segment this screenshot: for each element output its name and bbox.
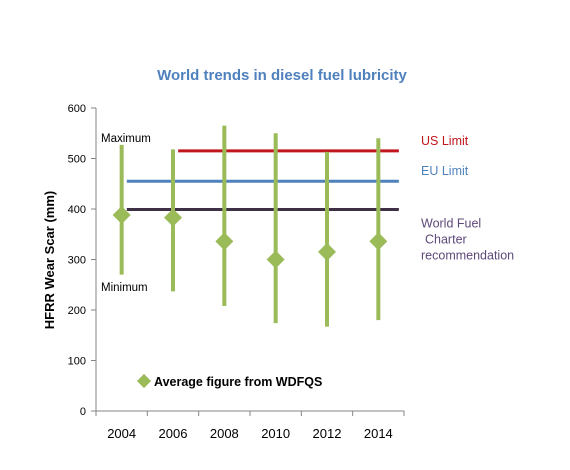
average-marker-4 bbox=[318, 242, 336, 261]
legend-marker bbox=[136, 373, 152, 389]
average-marker-5 bbox=[369, 232, 388, 251]
axes: 0 100 200 300 400 500 600 2004 2006 2008 2010 2012 2… bbox=[68, 103, 405, 441]
x-tick-label-2014: 2014 bbox=[364, 426, 393, 441]
y-tick-label-600: 600 bbox=[68, 103, 86, 115]
average-marker-2 bbox=[215, 232, 234, 251]
limit-lines: US Limit EU Limit World Fuel Charter recomme… bbox=[126, 134, 514, 263]
wfc-label-line-1: Charter bbox=[425, 233, 467, 247]
average-marker-3 bbox=[266, 250, 285, 269]
x-tick-label-2010: 2010 bbox=[261, 426, 290, 441]
legend: Average figure from WDFQS bbox=[136, 373, 322, 389]
maximum-label: Maximum bbox=[101, 133, 151, 145]
wfc-label-line-0: World Fuel bbox=[421, 217, 481, 231]
minimum-label: Minimum bbox=[101, 282, 148, 294]
x-tick-label-2004: 2004 bbox=[107, 426, 136, 441]
y-tick-label-300: 300 bbox=[68, 255, 86, 267]
x-tick-label-2006: 2006 bbox=[159, 426, 188, 441]
y-tick-label-0: 0 bbox=[80, 406, 86, 418]
range-bars bbox=[112, 125, 388, 327]
y-tick-label-400: 400 bbox=[68, 204, 86, 216]
us-limit-label: US Limit bbox=[421, 134, 469, 148]
chart-title: World trends in diesel fuel lubricity bbox=[157, 67, 407, 84]
annotations: Maximum Minimum bbox=[101, 133, 151, 294]
y-axis-label: HFRR Wear Scar (mm) bbox=[42, 191, 57, 329]
x-tick-label-2008: 2008 bbox=[210, 426, 239, 441]
y-tick-label-200: 200 bbox=[68, 305, 86, 317]
x-tick-label-2012: 2012 bbox=[313, 426, 342, 441]
eu-limit-label: EU Limit bbox=[421, 164, 469, 178]
average-marker-1 bbox=[164, 208, 182, 227]
y-tick-label-500: 500 bbox=[68, 154, 86, 166]
wfc-label-line-2: recommendation bbox=[421, 249, 514, 263]
average-marker-0 bbox=[112, 206, 131, 225]
y-tick-label-100: 100 bbox=[68, 356, 86, 368]
legend-label: Average figure from WDFQS bbox=[154, 375, 322, 389]
